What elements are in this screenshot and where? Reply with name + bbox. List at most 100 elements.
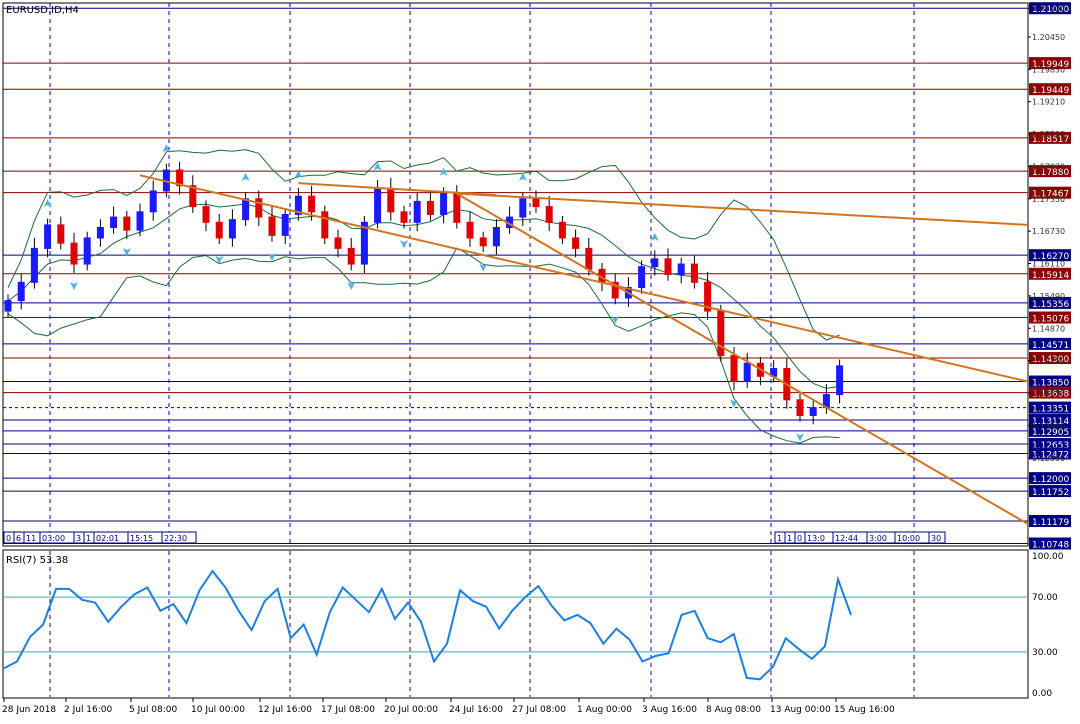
- candle-body: [4, 300, 12, 312]
- level-price-label: 1.15356: [1029, 296, 1071, 310]
- level-price-label: 1.21000: [1029, 2, 1071, 15]
- level-label-text: 1.12653: [1032, 441, 1069, 451]
- price-tick-label: 1.14870: [1032, 324, 1065, 333]
- candle-body: [242, 198, 250, 221]
- level-label-box: [1029, 186, 1071, 199]
- session-label: 12:44: [835, 534, 858, 543]
- candle: [57, 216, 65, 250]
- candle: [321, 205, 329, 245]
- candle: [479, 231, 487, 253]
- price-tick-label: 1.19210: [1032, 98, 1065, 107]
- price-tick-label: 1.16110: [1032, 260, 1065, 269]
- session-label: 0: [797, 534, 802, 543]
- level-label-box: [1029, 386, 1071, 399]
- session-label: 22:30: [164, 534, 187, 543]
- fractal-up-icon: [162, 144, 171, 153]
- level-price-label: 1.13850: [1029, 375, 1071, 389]
- candle-body: [268, 216, 276, 236]
- candle-body: [426, 200, 434, 215]
- level-label-text: 1.11752: [1032, 488, 1069, 498]
- level-label-box: [1029, 485, 1071, 498]
- candle: [809, 399, 817, 425]
- level-label-box: [1029, 131, 1071, 144]
- candle: [189, 175, 197, 213]
- time-label: 24 Jul 16:00: [449, 705, 503, 715]
- candle: [268, 206, 276, 242]
- time-label: 3 Aug 16:00: [642, 705, 697, 715]
- level-price-label: 1.19449: [1029, 83, 1071, 96]
- fractal-down-icon: [479, 263, 488, 272]
- fractal-down-icon: [70, 281, 78, 290]
- candle-body: [347, 247, 355, 265]
- bollinger-bands: [7, 149, 840, 444]
- rsi-level-label: 0.00: [1032, 689, 1052, 699]
- trend-lines[interactable]: [139, 174, 1029, 525]
- candle-body: [677, 263, 685, 275]
- session-labels: 0 6 11 03:00 3 1 02:01 15:15 22:30 1 1 0 13:0 12:44 3:…: [3, 531, 946, 544]
- level-price-label: 1.11752: [1029, 485, 1071, 498]
- candle-body: [83, 237, 91, 265]
- candle-body: [664, 258, 672, 276]
- candle: [558, 216, 566, 245]
- time-label: 12 Jul 16:00: [258, 705, 312, 715]
- level-label-text: 1.14300: [1032, 355, 1069, 365]
- candle-body: [809, 407, 817, 416]
- rsi-level-label: 70.00: [1032, 593, 1058, 603]
- trend-line[interactable]: [139, 174, 1029, 383]
- time-label: 15 Aug 16:00: [834, 705, 895, 715]
- fractal-down-icon: [122, 248, 131, 257]
- fractal-up-icon: [439, 167, 448, 176]
- candle-body: [532, 198, 540, 208]
- price-pane: [2, 2, 1029, 547]
- candle-body: [215, 221, 223, 239]
- time-axis[interactable]: 28 Jun 2018 2 Jul 16:00 5 Jul 08:00 10 Jul …: [2, 698, 895, 715]
- bollinger-middle: [7, 203, 840, 389]
- horizontal-levels[interactable]: [3, 7, 1028, 544]
- level-label-box: [1029, 413, 1071, 426]
- fractal-up-icon: [518, 172, 527, 181]
- level-price-label: 1.10748: [1029, 537, 1071, 550]
- candle-body: [136, 211, 144, 231]
- candle: [611, 273, 619, 305]
- candle-body: [466, 221, 474, 239]
- candle: [664, 248, 672, 281]
- candle-body: [704, 281, 712, 312]
- candle: [651, 250, 659, 276]
- level-label-text: 1.19949: [1032, 60, 1069, 70]
- price-tick-label: 1.17350: [1032, 195, 1065, 204]
- level-label-box: [1029, 83, 1071, 96]
- fractal-down-icon: [796, 433, 804, 442]
- rsi-line: [3, 569, 852, 681]
- time-label: 10 Jul 00:00: [191, 705, 245, 715]
- fractal-up-icon: [373, 162, 382, 171]
- fractal-up-icon: [650, 232, 659, 241]
- candle: [440, 187, 448, 224]
- candle-body: [255, 198, 263, 218]
- level-price-label: 1.13638: [1029, 386, 1071, 400]
- candle: [70, 232, 78, 273]
- price-axis[interactable]: 1.21000 1.19949 1.19449 1.18517 1.17880 1.174…: [1028, 2, 1071, 550]
- candle: [281, 208, 289, 245]
- candle: [83, 231, 91, 271]
- candle-body: [374, 187, 382, 223]
- candle: [677, 257, 685, 284]
- trend-line[interactable]: [456, 192, 1029, 525]
- level-price-label: 1.12905: [1029, 424, 1071, 438]
- level-price-label: 1.11179: [1029, 514, 1071, 528]
- level-label-text: 1.13850: [1032, 379, 1069, 389]
- trend-line[interactable]: [456, 192, 1029, 226]
- fractal-up-icon: [294, 170, 303, 179]
- candle-body: [743, 362, 751, 383]
- candle-body: [690, 263, 698, 283]
- rsi-level-label: 30.00: [1032, 648, 1058, 658]
- candle: [202, 200, 210, 232]
- trend-line[interactable]: [298, 182, 497, 197]
- candle: [123, 210, 131, 239]
- candle: [176, 161, 184, 195]
- level-label-box: [1029, 296, 1071, 309]
- candle: [492, 219, 500, 255]
- candle-body: [294, 195, 302, 215]
- session-label: 02:01: [96, 534, 119, 543]
